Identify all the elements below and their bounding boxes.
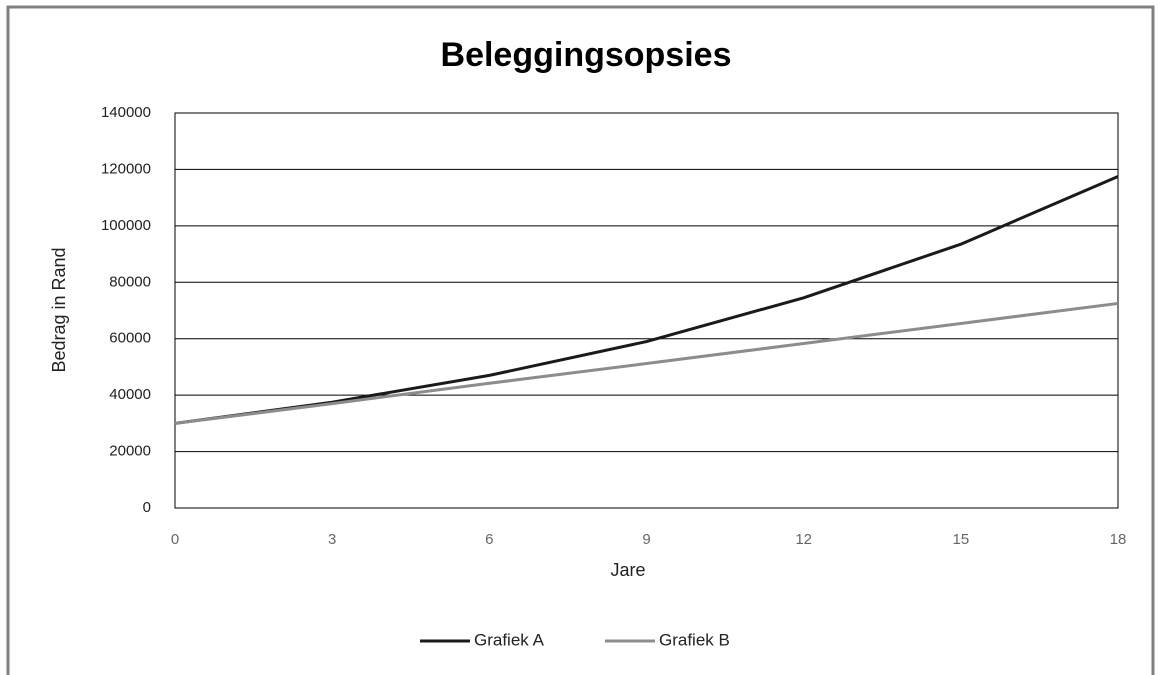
plot-border [174,112,1119,509]
y-tick-label: 40000 [109,386,151,403]
y-tick-label: 140000 [101,104,151,121]
y-tick-label: 80000 [109,273,151,290]
y-tick-label: 0 [143,499,151,516]
series-line [174,301,1119,425]
frame [6,5,1155,675]
y-tick-label: 120000 [101,160,151,177]
x-tick-label: 3 [328,531,336,548]
y-axis-label: Bedrag in Rand [49,247,69,372]
legend-label: Grafiek A [474,630,545,649]
x-tick-label: 18 [1110,531,1127,548]
x-tick-label: 0 [171,531,179,548]
y-tick-label: 60000 [109,330,151,347]
x-tick-label: 15 [952,531,969,548]
y-tick-label: 100000 [101,217,151,234]
y-tick-label: 20000 [109,443,151,460]
x-tick-label: 9 [642,531,650,548]
x-tick-label: 6 [485,531,493,548]
x-axis-label: Jare [610,560,645,580]
legend-label: Grafiek B [659,630,730,649]
x-tick-label: 12 [795,531,812,548]
chart-title: Beleggingsopsies [441,36,732,74]
